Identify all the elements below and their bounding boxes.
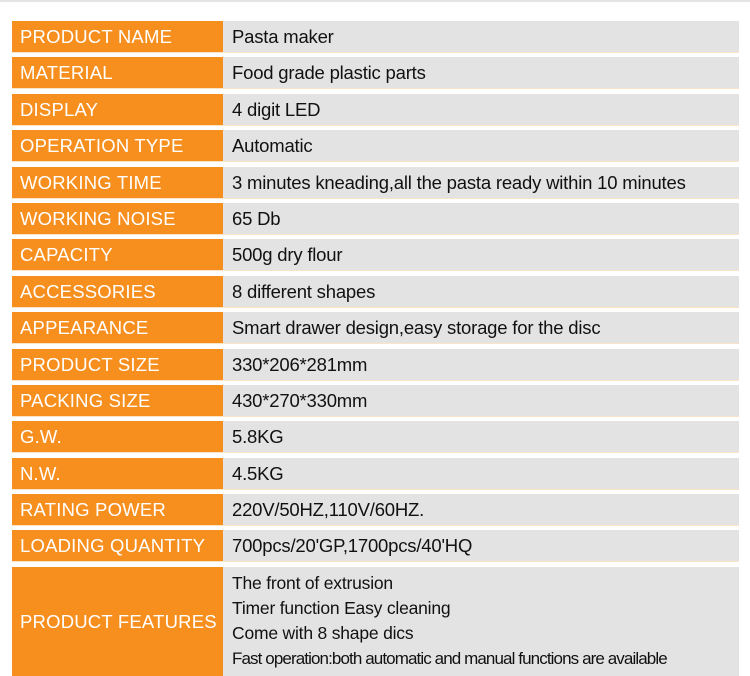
spec-value: 220V/50HZ,110V/60HZ. <box>223 494 739 526</box>
spec-label: PRODUCT SIZE <box>12 348 223 380</box>
feature-line: Come with 8 shape dics <box>232 622 414 643</box>
spec-row: G.W. 5.8KG <box>12 421 739 454</box>
spec-row: RATING POWER 220V/50HZ,110V/60HZ. <box>12 494 739 527</box>
spec-label: CAPACITY <box>12 239 223 271</box>
spec-label: DISPLAY <box>12 93 223 125</box>
spec-row: LOADING QUANTITY 700pcs/20'GP,1700pcs/40'… <box>12 530 739 563</box>
spec-label: MATERIAL <box>12 57 223 89</box>
feature-line: Timer function Easy cleaning <box>232 597 451 618</box>
spec-value: 430*270*330mm <box>223 384 739 416</box>
spec-row: CAPACITY 500g dry flour <box>12 239 739 272</box>
spec-value: 8 different shapes <box>223 275 739 307</box>
spec-value: Automatic <box>223 130 739 162</box>
spec-label: PACKING SIZE <box>12 384 223 416</box>
spec-label: PRODUCT NAME <box>12 21 223 52</box>
spec-row: APPEARANCE Smart drawer design,easy stora… <box>12 312 739 345</box>
spec-label: PRODUCT FEATURES <box>12 566 223 676</box>
spec-row: WORKING TIME 3 minutes kneading,all the p… <box>12 166 739 199</box>
spec-value: 4 digit LED <box>223 93 739 125</box>
spec-row: N.W. 4.5KG <box>12 457 739 490</box>
spec-value: Smart drawer design,easy storage for the… <box>223 312 739 344</box>
spec-value: 5.8KG <box>223 421 739 453</box>
feature-line: Fast operation:both automatic and manual… <box>232 648 668 668</box>
spec-value: 500g dry flour <box>223 239 739 271</box>
spec-value: Food grade plastic parts <box>223 57 739 89</box>
spec-label: LOADING QUANTITY <box>12 530 223 562</box>
spec-table: PRODUCT NAME Pasta maker MATERIAL Food grad… <box>12 21 739 676</box>
spec-label: G.W. <box>12 421 223 453</box>
spec-value: 700pcs/20'GP,1700pcs/40'HQ <box>223 530 739 562</box>
spec-row: ACCESSORIES 8 different shapes <box>12 275 739 308</box>
spec-row: OPERATION TYPE Automatic <box>12 130 739 163</box>
spec-label: APPEARANCE <box>12 312 223 344</box>
spec-value: Pasta maker <box>223 21 739 52</box>
spec-row: PACKING SIZE 430*270*330mm <box>12 384 739 417</box>
spec-row: WORKING NOISE 65 Db <box>12 202 739 235</box>
spec-row: PRODUCT SIZE 330*206*281mm <box>12 348 739 381</box>
spec-row: PRODUCT NAME Pasta maker <box>12 21 739 53</box>
spec-value: 4.5KG <box>223 457 739 489</box>
spec-row: DISPLAY 4 digit LED <box>12 93 739 126</box>
spec-value: 65 Db <box>223 202 739 234</box>
feature-line: The front of extrusion <box>232 572 393 593</box>
spec-label: ACCESSORIES <box>12 275 223 307</box>
features-row: PRODUCT FEATURES The front of extrusion Ti… <box>12 566 739 676</box>
spec-value: 330*206*281mm <box>223 348 739 380</box>
spec-label: WORKING NOISE <box>12 202 223 234</box>
spec-label: N.W. <box>12 457 223 489</box>
spec-label: WORKING TIME <box>12 166 223 198</box>
spec-label: OPERATION TYPE <box>12 130 223 162</box>
features-list: The front of extrusion Timer function Eas… <box>223 566 739 676</box>
spec-value: 3 minutes kneading,all the pasta ready w… <box>223 166 739 198</box>
top-divider <box>0 0 750 2</box>
spec-row: MATERIAL Food grade plastic parts <box>12 57 739 90</box>
spec-label: RATING POWER <box>12 494 223 526</box>
